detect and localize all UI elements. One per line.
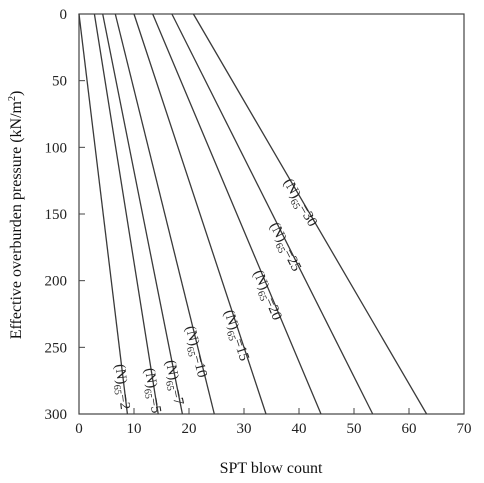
series-label-n65-15: (N)65=15 [218, 308, 253, 364]
x-axis-title: SPT blow count [220, 460, 323, 477]
y-tick-label: 150 [45, 207, 68, 223]
x-tick-label: 50 [347, 421, 362, 437]
y-tick-label: 200 [45, 274, 68, 290]
x-axis: 0 10 20 30 40 50 60 70 [75, 408, 472, 437]
series-line-n65-15 [133, 13, 267, 415]
series-lines [78, 13, 428, 415]
series-line-n65-20 [152, 13, 322, 415]
y-axis-title-main: Effective overburden pressure (kN/m [8, 100, 25, 339]
series-line-n65-7 [102, 13, 184, 415]
series-label-n65-5: (N)65=5 [138, 367, 164, 415]
x-tick-label: 30 [237, 421, 252, 437]
series-label-n65-7: (N)65=7 [159, 359, 187, 407]
y-tick-label: 300 [45, 407, 68, 423]
series-line-n65-10 [114, 13, 215, 415]
series-line-n65-25 [171, 13, 374, 415]
x-tick-label: 60 [402, 421, 417, 437]
series-line-n65-30 [192, 13, 428, 415]
y-axis: 0 50 100 150 200 250 300 [45, 7, 85, 423]
x-tick-label: 20 [182, 421, 197, 437]
x-tick-label: 40 [292, 421, 307, 437]
x-tick-label: 10 [127, 421, 142, 437]
series-label-n65-10: (N)65=10 [179, 324, 210, 380]
y-tick-label: 100 [45, 140, 68, 156]
y-tick-label: 250 [45, 340, 68, 356]
x-tick-label: 0 [75, 421, 83, 437]
y-axis-title: Effective overburden pressure (kN/m2) [7, 91, 25, 340]
y-axis-title-close: ) [8, 91, 25, 96]
series-line-n65-5 [93, 13, 159, 415]
y-tick-label: 0 [60, 7, 68, 23]
y-axis-title-superscript: 2 [7, 96, 18, 101]
y-tick-label: 50 [52, 74, 67, 90]
series-label-n65-2: (N)65=2 [109, 363, 133, 411]
series-line-n65-2 [78, 13, 129, 415]
x-tick-label: 70 [457, 421, 472, 437]
